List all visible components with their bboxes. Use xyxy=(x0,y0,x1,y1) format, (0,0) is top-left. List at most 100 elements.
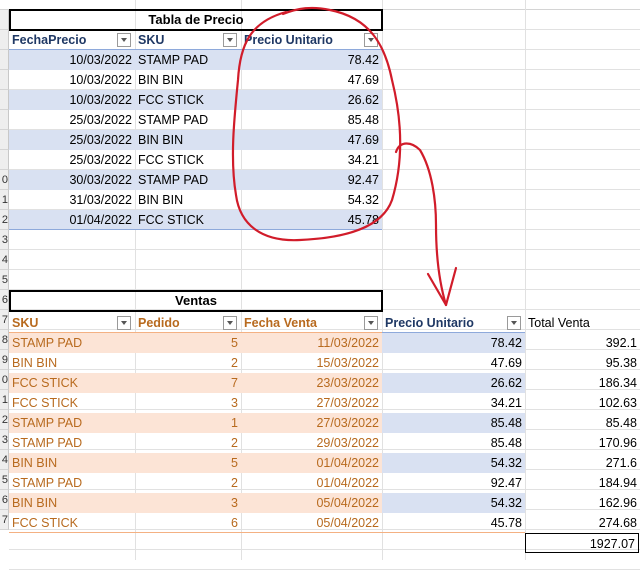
precio-header-2[interactable]: Precio Unitario xyxy=(244,33,333,47)
precio-cell-precio[interactable]: 34.21 xyxy=(347,153,379,167)
ventas-cell-fecha[interactable]: 05/04/2022 xyxy=(316,496,379,510)
precio-cell-precio[interactable]: 54.32 xyxy=(347,193,379,207)
row-number[interactable] xyxy=(0,30,9,50)
ventas-cell-total[interactable]: 102.63 xyxy=(598,396,637,410)
filter-dropdown-icon[interactable] xyxy=(223,33,237,47)
ventas-cell-fecha[interactable]: 27/03/2022 xyxy=(316,416,379,430)
ventas-cell-total[interactable]: 274.68 xyxy=(598,516,637,530)
ventas-cell-total[interactable]: 392.1 xyxy=(605,336,637,350)
precio-cell-precio[interactable]: 47.69 xyxy=(347,73,379,87)
ventas-cell-precio[interactable]: 26.62 xyxy=(490,376,522,390)
ventas-cell-total[interactable]: 95.38 xyxy=(605,356,637,370)
precio-cell-fecha[interactable]: 10/03/2022 xyxy=(69,53,132,67)
precio-header-1[interactable]: SKU xyxy=(138,33,165,47)
ventas-cell-pedido[interactable]: 7 xyxy=(231,376,238,390)
ventas-header-1[interactable]: Pedido xyxy=(138,316,180,330)
precio-cell-sku[interactable]: FCC STICK xyxy=(138,213,204,227)
row-number[interactable]: 4 xyxy=(0,250,9,270)
ventas-cell-precio[interactable]: 92.47 xyxy=(490,476,522,490)
ventas-cell-sku[interactable]: BIN BIN xyxy=(12,356,58,370)
row-number[interactable] xyxy=(0,50,9,70)
precio-cell-fecha[interactable]: 10/03/2022 xyxy=(69,73,132,87)
ventas-cell-fecha[interactable]: 05/04/2022 xyxy=(316,516,379,530)
row-number[interactable]: 4 xyxy=(0,450,9,470)
ventas-cell-fecha[interactable]: 27/03/2022 xyxy=(316,396,379,410)
ventas-cell-total[interactable]: 271.6 xyxy=(605,456,637,470)
row-number[interactable]: 7 xyxy=(0,310,9,330)
ventas-cell-total[interactable]: 184.94 xyxy=(598,476,637,490)
precio-cell-sku[interactable]: STAMP PAD xyxy=(138,113,209,127)
ventas-cell-sku[interactable]: BIN BIN xyxy=(12,456,58,470)
ventas-cell-pedido[interactable]: 2 xyxy=(231,476,238,490)
ventas-cell-sku[interactable]: FCC STICK xyxy=(12,396,78,410)
ventas-cell-precio[interactable]: 85.48 xyxy=(490,436,522,450)
ventas-cell-pedido[interactable]: 5 xyxy=(231,456,238,470)
precio-cell-fecha[interactable]: 31/03/2022 xyxy=(69,193,132,207)
row-number[interactable]: 3 xyxy=(0,230,9,250)
ventas-cell-pedido[interactable]: 3 xyxy=(231,496,238,510)
ventas-cell-sku[interactable]: STAMP PAD xyxy=(12,436,83,450)
precio-cell-precio[interactable]: 45.78 xyxy=(347,213,379,227)
ventas-cell-sku[interactable]: STAMP PAD xyxy=(12,476,83,490)
filter-dropdown-icon[interactable] xyxy=(364,316,378,330)
row-number[interactable]: 8 xyxy=(0,330,9,350)
ventas-header-3[interactable]: Precio Unitario xyxy=(385,316,474,330)
precio-cell-sku[interactable]: BIN BIN xyxy=(138,73,184,87)
precio-header-0[interactable]: FechaPrecio xyxy=(12,33,87,47)
precio-cell-precio[interactable]: 92.47 xyxy=(347,173,379,187)
ventas-cell-precio[interactable]: 85.48 xyxy=(490,416,522,430)
precio-cell-fecha[interactable]: 01/04/2022 xyxy=(69,213,132,227)
ventas-cell-fecha[interactable]: 01/04/2022 xyxy=(316,456,379,470)
ventas-cell-total[interactable]: 170.96 xyxy=(598,436,637,450)
row-number[interactable]: 1 xyxy=(0,390,9,410)
row-number[interactable]: 5 xyxy=(0,270,9,290)
ventas-cell-precio[interactable]: 54.32 xyxy=(490,496,522,510)
ventas-cell-sku[interactable]: BIN BIN xyxy=(12,496,58,510)
precio-cell-sku[interactable]: BIN BIN xyxy=(138,133,184,147)
row-number[interactable] xyxy=(0,110,9,130)
precio-cell-sku[interactable]: BIN BIN xyxy=(138,193,184,207)
row-number[interactable] xyxy=(0,130,9,150)
row-number[interactable]: 6 xyxy=(0,290,9,310)
ventas-cell-sku[interactable]: STAMP PAD xyxy=(12,416,83,430)
precio-cell-fecha[interactable]: 25/03/2022 xyxy=(69,153,132,167)
ventas-cell-total[interactable]: 186.34 xyxy=(598,376,637,390)
ventas-cell-sku[interactable]: FCC STICK xyxy=(12,376,78,390)
row-number[interactable]: 1 xyxy=(0,190,9,210)
precio-cell-fecha[interactable]: 25/03/2022 xyxy=(69,113,132,127)
row-number[interactable]: 2 xyxy=(0,410,9,430)
precio-cell-fecha[interactable]: 30/03/2022 xyxy=(69,173,132,187)
ventas-cell-total[interactable]: 162.96 xyxy=(598,496,637,510)
ventas-cell-pedido[interactable]: 1 xyxy=(231,416,238,430)
ventas-cell-sku[interactable]: STAMP PAD xyxy=(12,336,83,350)
ventas-header-0[interactable]: SKU xyxy=(12,316,39,330)
ventas-cell-fecha[interactable]: 11/03/2022 xyxy=(317,336,379,350)
precio-cell-sku[interactable]: FCC STICK xyxy=(138,153,204,167)
precio-cell-fecha[interactable]: 10/03/2022 xyxy=(69,93,132,107)
ventas-cell-precio[interactable]: 54.32 xyxy=(490,456,522,470)
row-number[interactable]: 0 xyxy=(0,170,9,190)
ventas-cell-fecha[interactable]: 15/03/2022 xyxy=(316,356,379,370)
ventas-header-4[interactable]: Total Venta xyxy=(528,316,590,330)
ventas-cell-precio[interactable]: 78.42 xyxy=(490,336,522,350)
precio-cell-fecha[interactable]: 25/03/2022 xyxy=(69,133,132,147)
precio-cell-precio[interactable]: 85.48 xyxy=(347,113,379,127)
precio-cell-precio[interactable]: 26.62 xyxy=(347,93,379,107)
row-number[interactable]: 7 xyxy=(0,510,9,530)
ventas-cell-sku[interactable]: FCC STICK xyxy=(12,516,78,530)
filter-dropdown-icon[interactable] xyxy=(117,316,131,330)
row-number[interactable]: 0 xyxy=(0,370,9,390)
ventas-cell-total[interactable]: 85.48 xyxy=(605,416,637,430)
ventas-cell-precio[interactable]: 47.69 xyxy=(490,356,522,370)
ventas-cell-precio[interactable]: 45.78 xyxy=(490,516,522,530)
filter-dropdown-icon[interactable] xyxy=(364,33,378,47)
filter-dropdown-icon[interactable] xyxy=(117,33,131,47)
ventas-cell-fecha[interactable]: 23/03/2022 xyxy=(316,376,379,390)
precio-cell-sku[interactable]: STAMP PAD xyxy=(138,173,209,187)
ventas-cell-pedido[interactable]: 2 xyxy=(231,356,238,370)
row-number[interactable] xyxy=(0,70,9,90)
precio-cell-precio[interactable]: 47.69 xyxy=(347,133,379,147)
grand-total-cell[interactable]: 1927.07 xyxy=(525,533,639,553)
ventas-cell-pedido[interactable]: 3 xyxy=(231,396,238,410)
